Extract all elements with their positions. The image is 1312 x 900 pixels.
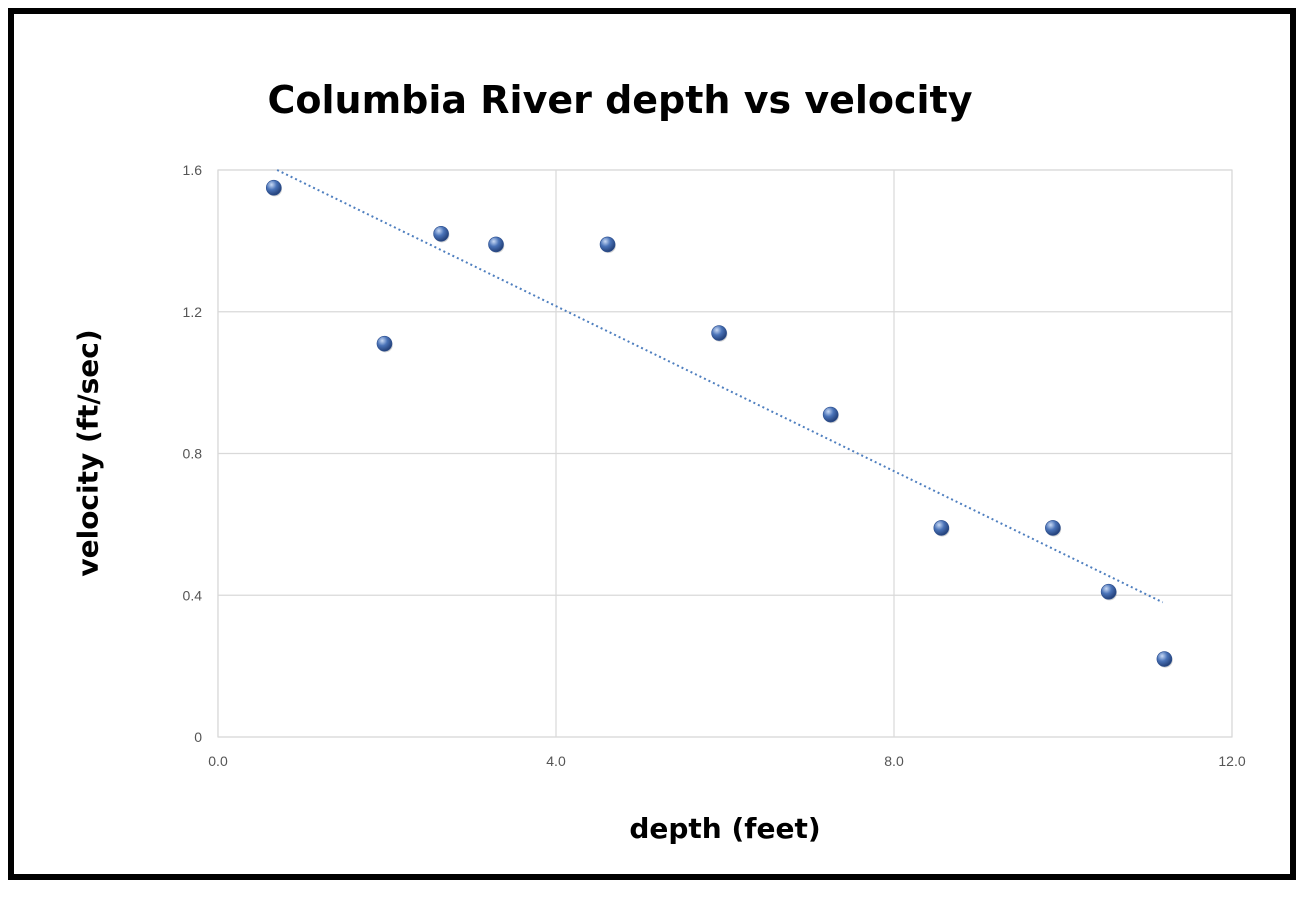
x-axis-label: depth (feet) [629, 812, 821, 845]
y-tick-label: 1.6 [183, 162, 203, 178]
data-point [1045, 520, 1061, 536]
chart-title: Columbia River depth vs velocity [267, 78, 973, 122]
data-point [376, 335, 393, 352]
data-point [1156, 651, 1173, 667]
x-tick-label: 12.0 [1218, 753, 1245, 769]
data-points [265, 179, 1173, 668]
x-tick-label: 8.0 [884, 753, 904, 769]
y-tick-label: 1.2 [183, 304, 203, 320]
chart-frame [8, 8, 1296, 880]
data-point [265, 179, 282, 196]
data-point [1100, 583, 1117, 600]
data-point [933, 520, 950, 536]
x-tick-label: 0.0 [208, 753, 228, 769]
y-tick-label: 0 [194, 729, 202, 745]
data-point [822, 406, 839, 423]
trendline [276, 169, 1164, 604]
trendline-layer [276, 169, 1164, 604]
data-point [599, 236, 616, 253]
data-point [433, 225, 449, 242]
axis-ticks: 0 0.4 0.8 1.2 1.6 0.0 4.0 8.0 12.0 [183, 162, 1246, 769]
data-point [488, 236, 504, 253]
grid-lines [217, 169, 1233, 738]
data-point [711, 325, 727, 341]
y-tick-label: 0.4 [183, 587, 203, 603]
y-tick-label: 0.8 [183, 446, 203, 462]
x-tick-label: 4.0 [546, 753, 566, 769]
